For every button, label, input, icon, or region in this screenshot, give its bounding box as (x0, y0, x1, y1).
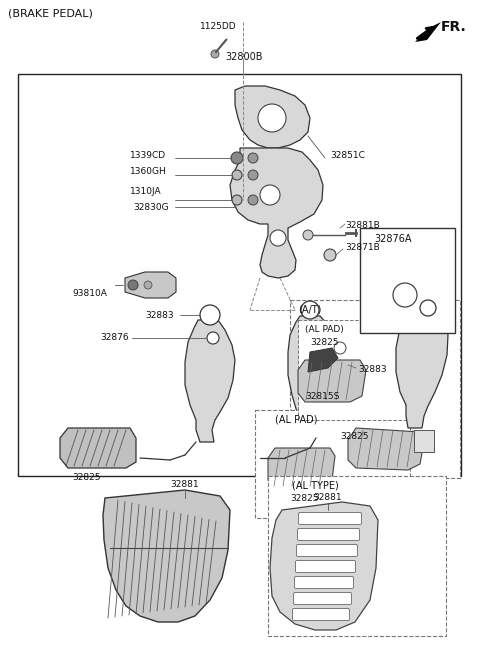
Polygon shape (396, 308, 448, 428)
Circle shape (232, 170, 242, 180)
Circle shape (393, 283, 417, 307)
Text: 93810A: 93810A (72, 289, 107, 297)
FancyBboxPatch shape (292, 609, 349, 621)
Polygon shape (235, 86, 310, 148)
Polygon shape (270, 502, 378, 630)
Polygon shape (185, 320, 235, 442)
Text: (AL PAD): (AL PAD) (275, 415, 317, 425)
Text: FR.: FR. (441, 20, 467, 34)
Text: 1360GH: 1360GH (130, 168, 167, 176)
Text: (AL PAD): (AL PAD) (305, 325, 344, 334)
FancyBboxPatch shape (295, 576, 353, 589)
Text: 1339CD: 1339CD (130, 150, 166, 160)
Circle shape (258, 104, 286, 132)
FancyBboxPatch shape (298, 528, 360, 540)
Circle shape (128, 280, 138, 290)
Text: 32881B: 32881B (345, 220, 380, 230)
Text: 32825: 32825 (290, 494, 319, 503)
Circle shape (144, 281, 152, 289)
Polygon shape (268, 448, 335, 488)
Circle shape (248, 153, 258, 163)
Circle shape (211, 50, 219, 58)
Circle shape (207, 332, 219, 344)
Polygon shape (348, 428, 424, 470)
Circle shape (303, 230, 313, 240)
Bar (414, 430, 434, 452)
Circle shape (232, 195, 242, 205)
Text: 32881: 32881 (171, 480, 199, 489)
Text: 1125DD: 1125DD (200, 22, 236, 31)
Polygon shape (60, 428, 136, 468)
FancyBboxPatch shape (297, 544, 358, 556)
Polygon shape (298, 360, 366, 402)
Circle shape (324, 249, 336, 261)
Circle shape (200, 305, 220, 325)
Circle shape (334, 342, 346, 354)
Polygon shape (230, 148, 323, 278)
Circle shape (231, 152, 243, 164)
Polygon shape (103, 490, 230, 622)
Circle shape (248, 170, 258, 180)
Text: 32876A: 32876A (374, 234, 411, 244)
Circle shape (260, 185, 280, 205)
Text: (A/T): (A/T) (298, 305, 322, 315)
Text: 32825: 32825 (310, 338, 338, 347)
Text: 1310JA: 1310JA (130, 188, 162, 196)
Polygon shape (308, 348, 338, 372)
Polygon shape (288, 316, 338, 438)
Text: 32883: 32883 (358, 365, 386, 375)
Text: 32830G: 32830G (133, 202, 168, 212)
Polygon shape (125, 272, 176, 298)
Text: 32871B: 32871B (345, 244, 380, 253)
Text: 32883: 32883 (145, 311, 174, 319)
Bar (18, 74, 461, 476)
Bar (290, 300, 460, 478)
FancyBboxPatch shape (299, 512, 361, 524)
Bar (255, 410, 410, 518)
Text: 32881: 32881 (314, 493, 342, 502)
Text: 32825: 32825 (72, 473, 100, 482)
Text: 32825: 32825 (340, 432, 369, 441)
Polygon shape (415, 22, 441, 42)
Text: 32800B: 32800B (225, 52, 263, 62)
Bar (298, 320, 408, 420)
Text: (BRAKE PEDAL): (BRAKE PEDAL) (8, 8, 93, 18)
Circle shape (270, 230, 286, 246)
Circle shape (420, 300, 436, 316)
Text: 32851C: 32851C (330, 150, 365, 160)
Text: 32876: 32876 (100, 333, 129, 343)
Circle shape (301, 301, 319, 319)
FancyBboxPatch shape (293, 593, 351, 605)
Bar (360, 228, 455, 333)
FancyBboxPatch shape (296, 560, 356, 572)
Text: (AL TYPE): (AL TYPE) (292, 480, 339, 490)
Bar (268, 476, 446, 636)
Text: 32815S: 32815S (305, 392, 339, 401)
Circle shape (248, 195, 258, 205)
